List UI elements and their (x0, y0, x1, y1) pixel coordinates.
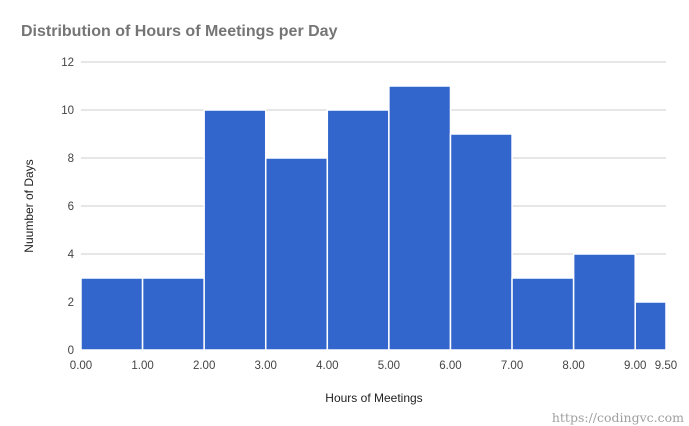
y-tick-label: 0 (68, 345, 74, 357)
x-tick-label: 8.00 (562, 360, 584, 372)
histogram-bar (634, 301, 667, 351)
y-tick-label: 12 (61, 57, 74, 69)
x-tick-label: 9.00 (624, 360, 646, 372)
y-axis-label: Nuumber of Days (22, 159, 36, 252)
y-tick-label: 2 (68, 297, 74, 309)
x-axis-label: Hours of Meetings (325, 391, 422, 405)
chart-title: Distribution of Hours of Meetings per Da… (21, 23, 338, 40)
histogram-bar (264, 157, 329, 351)
x-tick-label: 4.00 (316, 360, 338, 372)
histogram-bar (572, 253, 636, 351)
x-axis-ticks: 0.00 1.00 2.00 3.00 4.00 5.00 6.00 7.00 8.00 9.00… (70, 360, 677, 372)
x-tick-label: 7.00 (501, 360, 523, 372)
y-tick-label: 4 (68, 249, 75, 261)
histogram-bar (203, 109, 267, 351)
x-tick-label: 1.00 (131, 360, 153, 372)
histogram-bar (388, 85, 452, 351)
histogram-bar (511, 277, 575, 351)
x-tick-label: 0.00 (70, 360, 92, 372)
histogram-bar (141, 277, 205, 351)
histogram-bar (326, 109, 390, 351)
x-tick-label: 6.00 (439, 360, 461, 372)
y-tick-label: 6 (68, 201, 74, 213)
y-axis-ticks: 0 2 4 6 8 10 12 (61, 57, 74, 357)
y-tick-label: 8 (68, 153, 74, 165)
watermark: https://codingvc.com (552, 410, 684, 425)
x-tick-label: 9.50 (655, 360, 677, 372)
bars (80, 85, 667, 351)
x-tick-label: 3.00 (255, 360, 277, 372)
histogram-bar (449, 133, 513, 351)
y-tick-label: 10 (61, 105, 74, 117)
histogram-bar (80, 277, 144, 351)
x-tick-label: 2.00 (193, 360, 215, 372)
x-tick-label: 5.00 (378, 360, 400, 372)
